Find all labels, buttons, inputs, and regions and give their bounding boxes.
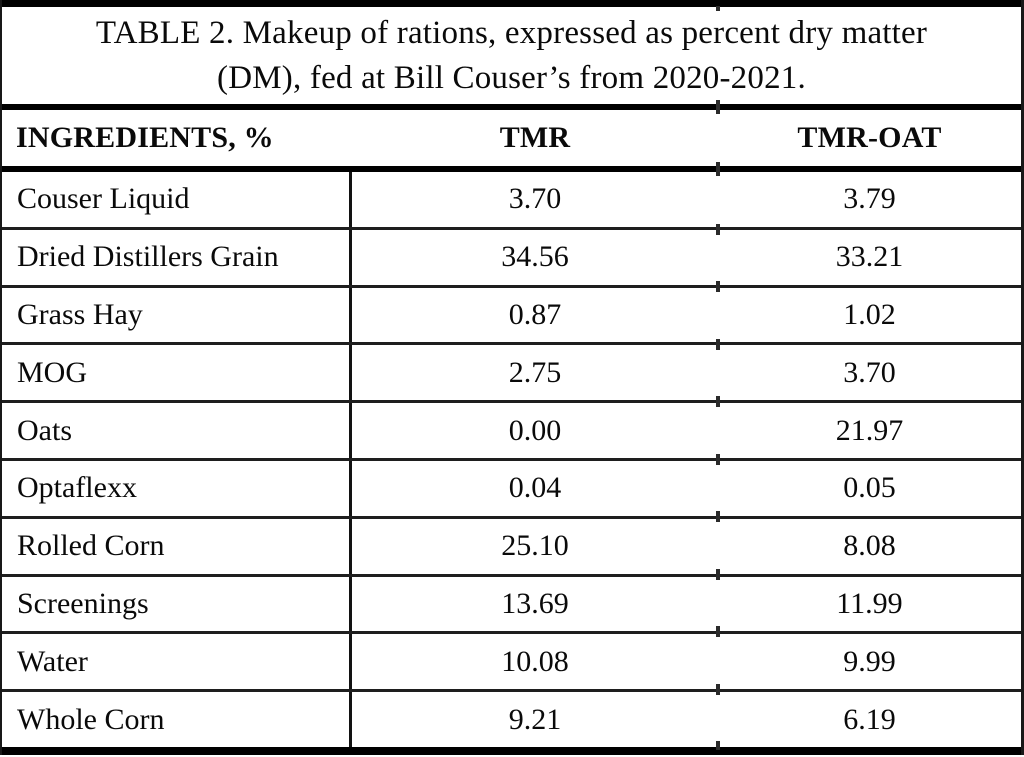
tmr-oat-cell: 8.08 [843, 529, 896, 563]
tmr-cell: 10.08 [501, 644, 569, 678]
ingredient-cell: Couser Liquid [2, 172, 352, 227]
grid-junction-tick [716, 339, 720, 350]
ingredient-cell: Rolled Corn [2, 518, 352, 574]
grid-junction-tick [716, 281, 720, 292]
tmr-oat-cell: 1.02 [843, 297, 896, 331]
tmr-oat-cell: 3.79 [843, 182, 896, 216]
header-top-rule [2, 104, 1021, 110]
table-caption-line-1: TABLE 2. Makeup of rations, expressed as… [95, 14, 928, 51]
tmr-cell: 2.75 [508, 355, 562, 389]
ingredient-cell: Grass Hay [2, 287, 352, 343]
column-header-tmr: TMR [499, 121, 571, 154]
grid-junction-tick [716, 396, 720, 407]
table-row: MOG 2.75 3.70 [2, 342, 1021, 401]
ingredient-cell: Water [2, 634, 352, 690]
tmr-cell: 0.00 [508, 413, 562, 447]
tmr-cell: 34.56 [501, 240, 569, 274]
table-body: Couser Liquid 3.70 3.79 Dried Distillers… [2, 172, 1021, 747]
table-row: Dried Distillers Grain 34.56 33.21 [2, 226, 1021, 285]
table-row: Grass Hay 0.87 1.02 [2, 284, 1021, 343]
table-row: Whole Corn 9.21 6.19 [2, 689, 1021, 747]
tmr-cell: 3.70 [508, 182, 562, 216]
tmr-cell: 25.10 [501, 529, 569, 563]
grid-junction-tick [716, 626, 720, 637]
ingredient-cell: Dried Distillers Grain [2, 229, 352, 285]
grid-junction-tick [716, 6, 720, 11]
tmr-oat-cell: 3.70 [843, 355, 896, 389]
tmr-oat-cell: 0.05 [843, 471, 896, 505]
grid-junction-tick [716, 100, 720, 114]
table-row: Couser Liquid 3.70 3.79 [2, 172, 1021, 227]
tmr-oat-cell: 9.99 [843, 644, 896, 678]
ingredient-cell: Whole Corn [2, 692, 352, 747]
tmr-cell: 13.69 [501, 586, 569, 620]
tmr-oat-cell: 11.99 [836, 586, 903, 620]
table-header-row: INGREDIENTS, % TMR TMR-OAT [2, 110, 1021, 166]
table-caption: TABLE 2. Makeup of rations, expressed as… [2, 7, 1021, 104]
tmr-oat-cell: 33.21 [835, 240, 904, 274]
table-row: Screenings 13.69 11.99 [2, 573, 1021, 632]
ingredient-cell: Oats [2, 403, 352, 458]
tmr-oat-cell: 21.97 [835, 413, 904, 447]
table-row: Rolled Corn 25.10 8.08 [2, 515, 1021, 574]
grid-junction-tick [716, 224, 720, 235]
ingredient-cell: Optaflexx [2, 460, 352, 516]
grid-junction-tick [716, 162, 720, 176]
header-bottom-rule [2, 166, 1021, 172]
grid-junction-tick [716, 741, 720, 750]
table-row: Optaflexx 0.04 0.05 [2, 457, 1021, 516]
table-top-rule [2, 0, 1021, 7]
tmr-cell: 0.87 [508, 297, 562, 331]
table-row: Oats 0.00 21.97 [2, 400, 1021, 458]
grid-junction-tick [716, 684, 720, 695]
column-header-tmr-oat: TMR-OAT [797, 121, 942, 154]
grid-junction-tick [716, 511, 720, 522]
table-row: Water 10.08 9.99 [2, 631, 1021, 690]
ingredient-cell: Screenings [2, 576, 352, 632]
tmr-cell: 0.04 [508, 471, 562, 505]
ingredient-cell: MOG [2, 345, 352, 401]
tmr-cell: 9.21 [508, 702, 562, 736]
grid-junction-tick [716, 569, 720, 580]
column-header-ingredients: INGREDIENTS, % [16, 121, 274, 154]
table-caption-line-2: (DM), fed at Bill Couser’s from 2020-202… [217, 59, 806, 96]
tmr-oat-cell: 6.19 [843, 702, 896, 736]
grid-junction-tick [716, 454, 720, 465]
table-bottom-rule [2, 747, 1021, 755]
